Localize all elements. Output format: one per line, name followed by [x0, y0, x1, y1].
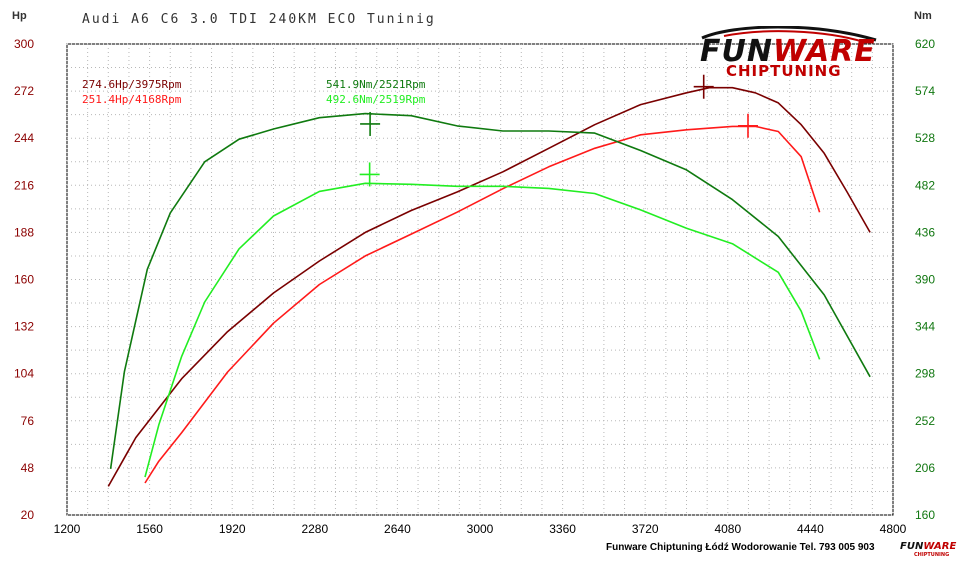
series-line-nm-stock: [144, 182, 821, 478]
y-tick-label: 132: [14, 320, 34, 334]
right-axis-unit: Nm: [914, 10, 932, 22]
legend-hp-stock: 251.4Hp/4168Rpm: [82, 93, 182, 106]
y-tick-label: 300: [14, 37, 34, 51]
y2-tick-label: 620: [915, 37, 935, 51]
footer-contact: Funware Chiptuning Łódź Wodorowanie Tel.…: [606, 542, 875, 553]
legend-hp-tuned: 274.6Hp/3975Rpm: [82, 78, 182, 91]
x-tick-label: 3360: [549, 522, 576, 536]
chart-title: Audi A6 C6 3.0 TDI 240KM ECO Tuninig: [82, 12, 436, 27]
series-line-hp-stock: [144, 125, 821, 484]
y-tick-label: 272: [14, 84, 34, 98]
y2-tick-label: 206: [915, 461, 935, 475]
mini-funware-logo: FUNWARE CHIPTUNING: [896, 540, 956, 560]
logo-wordmark: FUNWARE: [700, 34, 876, 69]
series-line-hp-tuned: [107, 86, 871, 487]
logo-tagline: CHIPTUNING: [726, 62, 842, 80]
y2-tick-label: 252: [915, 414, 935, 428]
y2-tick-label: 436: [915, 225, 935, 239]
legend-nm-tuned: 541.9Nm/2521Rpm: [326, 78, 426, 91]
logo-wordmark-b: WARE: [772, 34, 876, 69]
y-tick-label: 160: [14, 273, 34, 287]
mini-logo-tagline: CHIPTUNING: [914, 552, 950, 558]
x-tick-label: 3000: [467, 522, 494, 536]
mini-logo-wordmark: FUNWARE: [900, 541, 956, 552]
y2-tick-label: 390: [915, 273, 935, 287]
x-tick-label: 4080: [714, 522, 741, 536]
y-tick-label: 244: [14, 131, 34, 145]
y-tick-label: 76: [21, 414, 35, 428]
left-axis-unit: Hp: [12, 10, 27, 22]
y2-tick-label: 298: [915, 367, 935, 381]
y2-tick-label: 482: [915, 178, 935, 192]
y-tick-label: 20: [21, 508, 35, 522]
mini-logo-b: WARE: [923, 541, 957, 552]
x-tick-label: 1200: [54, 522, 81, 536]
y-tick-label: 48: [21, 461, 35, 475]
x-tick-label: 2640: [384, 522, 411, 536]
series-line-nm-tuned: [109, 112, 871, 470]
x-tick-label: 4440: [797, 522, 824, 536]
y2-tick-label: 574: [915, 84, 935, 98]
y-tick-label: 104: [14, 367, 34, 381]
x-tick-label: 1560: [136, 522, 163, 536]
logo-wordmark-a: FUN: [700, 34, 773, 69]
y-tick-label: 216: [14, 178, 34, 192]
funware-logo: FUNWARE CHIPTUNING: [694, 26, 884, 82]
y2-tick-label: 528: [915, 131, 935, 145]
x-tick-label: 2280: [301, 522, 328, 536]
legend-nm-stock: 492.6Nm/2519Rpm: [326, 93, 426, 106]
x-tick-label: 3720: [632, 522, 659, 536]
x-tick-label: 4800: [880, 522, 907, 536]
y2-tick-label: 344: [915, 320, 935, 334]
y2-tick-label: 160: [915, 508, 935, 522]
car-silhouette-icon: [701, 26, 877, 43]
y-tick-label: 188: [14, 225, 34, 239]
mini-logo-a: FUN: [900, 541, 924, 552]
x-tick-label: 1920: [219, 522, 246, 536]
